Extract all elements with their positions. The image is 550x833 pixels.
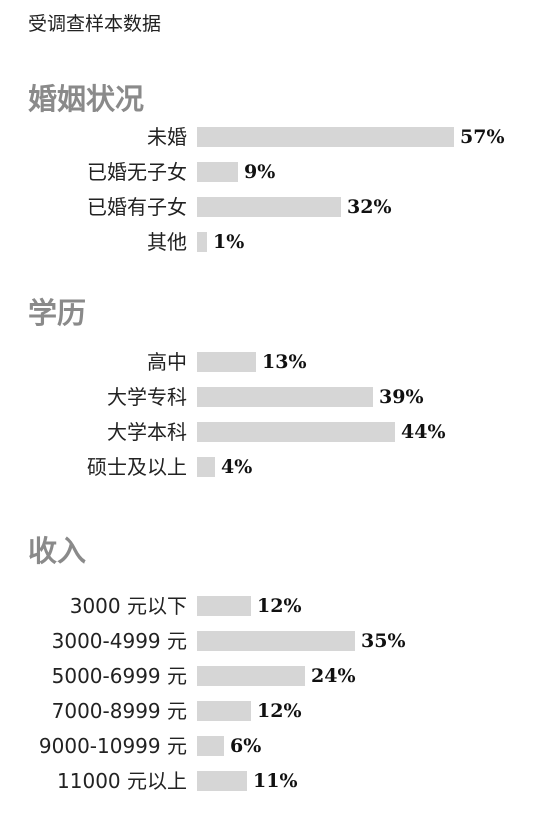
page-title: 受调查样本数据: [28, 13, 162, 35]
value-label: 13%: [262, 351, 307, 373]
bar: [197, 701, 251, 721]
bar-row: 已婚无子女 9%: [0, 159, 550, 185]
category-label: 5000-6999 元: [51, 664, 187, 688]
value-label: 12%: [257, 700, 302, 722]
value-label: 1%: [213, 231, 245, 253]
bar-row: 未婚 57%: [0, 124, 550, 150]
bar: [197, 162, 238, 182]
value-label: 35%: [361, 630, 406, 652]
value-label: 4%: [221, 456, 253, 478]
category-label: 3000-4999 元: [51, 629, 187, 653]
bar: [197, 387, 373, 407]
bar-row: 11000 元以上 11%: [0, 768, 550, 794]
category-label: 大学专科: [107, 385, 187, 409]
bar: [197, 127, 454, 147]
bar-row: 3000-4999 元 35%: [0, 628, 550, 654]
bar: [197, 666, 305, 686]
bar: [197, 232, 207, 252]
category-label: 大学本科: [107, 420, 187, 444]
category-label: 其他: [147, 230, 187, 254]
value-label: 39%: [379, 386, 424, 408]
bar-row: 大学本科 44%: [0, 419, 550, 445]
bar-row: 其他 1%: [0, 229, 550, 255]
value-label: 9%: [244, 161, 276, 183]
category-label: 已婚无子女: [87, 160, 187, 184]
bar-row: 3000 元以下 12%: [0, 593, 550, 619]
value-label: 44%: [401, 421, 446, 443]
category-label: 已婚有子女: [87, 195, 187, 219]
category-label: 9000-10999 元: [38, 734, 187, 758]
bar-row: 已婚有子女 32%: [0, 194, 550, 220]
bar: [197, 352, 256, 372]
section-title-income: 收入: [28, 534, 87, 568]
bar-row: 9000-10999 元 6%: [0, 733, 550, 759]
value-label: 57%: [460, 126, 505, 148]
bar-row: 硕士及以上 4%: [0, 454, 550, 480]
bar-row: 高中 13%: [0, 349, 550, 375]
bar-row: 大学专科 39%: [0, 384, 550, 410]
section-title-education: 学历: [28, 296, 87, 330]
value-label: 32%: [347, 196, 392, 218]
bar: [197, 457, 215, 477]
bar: [197, 596, 251, 616]
bar-row: 5000-6999 元 24%: [0, 663, 550, 689]
value-label: 12%: [257, 595, 302, 617]
section-title-marital-status: 婚姻状况: [28, 82, 145, 116]
category-label: 7000-8999 元: [51, 699, 187, 723]
value-label: 11%: [253, 770, 298, 792]
category-label: 11000 元以上: [57, 769, 187, 793]
value-label: 6%: [230, 735, 262, 757]
value-label: 24%: [311, 665, 356, 687]
bar: [197, 197, 341, 217]
bar: [197, 771, 247, 791]
bar-row: 7000-8999 元 12%: [0, 698, 550, 724]
category-label: 未婚: [147, 125, 187, 149]
bar: [197, 736, 224, 756]
bar: [197, 631, 355, 651]
category-label: 3000 元以下: [69, 594, 187, 618]
category-label: 高中: [147, 350, 187, 374]
bar: [197, 422, 395, 442]
category-label: 硕士及以上: [87, 455, 187, 479]
